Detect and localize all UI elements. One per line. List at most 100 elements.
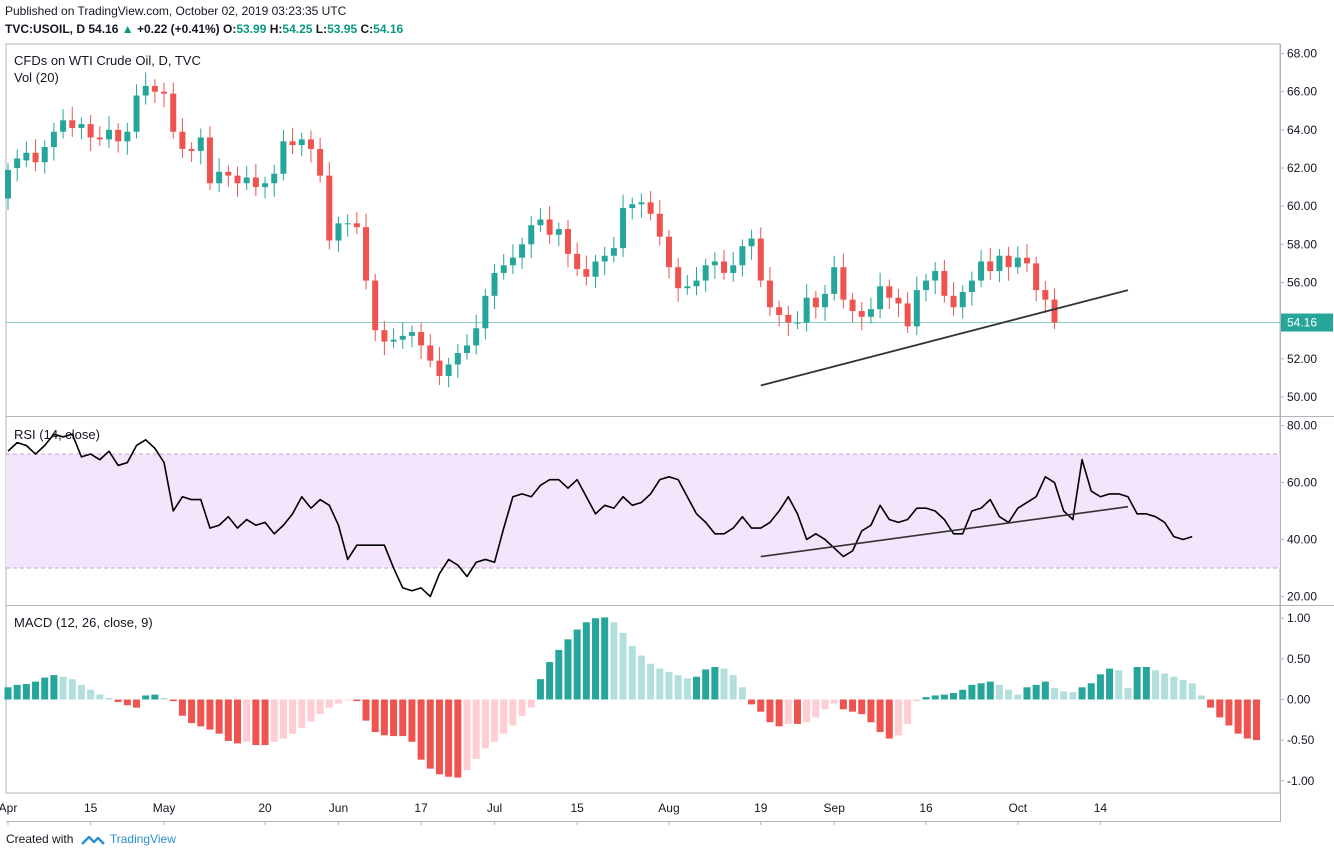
macd-bar xyxy=(904,699,912,724)
macd-bar xyxy=(334,699,342,704)
rsi-axis-label: 40.00 xyxy=(1287,532,1317,546)
macd-bar xyxy=(289,699,297,734)
time-axis-label: 17 xyxy=(414,801,428,815)
time-axis-label: Aug xyxy=(658,801,679,815)
candle-body xyxy=(941,271,948,296)
candle-body xyxy=(932,271,939,281)
macd-bar xyxy=(188,699,196,724)
macd-bar xyxy=(1188,683,1196,700)
macd-bar xyxy=(592,618,600,700)
candle-body xyxy=(96,137,103,140)
candle-body xyxy=(1051,299,1058,323)
candle-body xyxy=(968,280,975,292)
macd-bar xyxy=(683,678,691,700)
candle-body xyxy=(271,173,278,184)
candle-body xyxy=(482,295,489,329)
macd-bar xyxy=(1096,674,1104,700)
macd-bar xyxy=(564,639,572,700)
macd-bar xyxy=(178,699,186,716)
candle-body xyxy=(436,360,443,376)
candle-body xyxy=(812,297,819,308)
candle-body xyxy=(528,225,535,245)
time-axis-label: May xyxy=(153,801,176,815)
macd-bar xyxy=(68,679,76,700)
time-axis-label: 15 xyxy=(570,801,584,815)
candle-body xyxy=(748,238,755,247)
macd-bar xyxy=(1069,692,1077,700)
candle-body xyxy=(702,265,709,281)
macd-axis-label: -1.00 xyxy=(1287,774,1315,788)
candle-body xyxy=(5,169,11,199)
macd-bar xyxy=(243,699,251,742)
macd-bar xyxy=(316,699,324,715)
macd-bar xyxy=(307,699,315,722)
symbol-label[interactable]: TVC:USOIL, D xyxy=(5,22,85,36)
macd-bar xyxy=(913,699,921,702)
last-price-label: 54.16 xyxy=(1287,316,1317,330)
macd-bar xyxy=(491,699,499,742)
candle-body xyxy=(326,175,333,241)
macd-bar xyxy=(748,699,756,705)
candle-body xyxy=(170,93,177,132)
macd-bar xyxy=(527,699,535,708)
candle-body xyxy=(803,297,810,323)
macd-bar xyxy=(628,645,636,700)
candle-body xyxy=(601,255,608,262)
candle-body xyxy=(610,248,617,256)
macd-bar xyxy=(573,629,581,700)
time-axis-label: 20 xyxy=(258,801,272,815)
candle-body xyxy=(739,246,746,266)
time-axis-label: Sep xyxy=(824,801,846,815)
macd-bar xyxy=(1115,670,1123,700)
candle-body xyxy=(363,227,370,281)
candle-body xyxy=(1023,257,1030,264)
macd-bar xyxy=(133,699,141,708)
macd-bar xyxy=(500,699,508,734)
candle-body xyxy=(849,299,856,312)
macd-bar xyxy=(922,697,930,700)
macd-bar xyxy=(390,699,398,737)
candle-body xyxy=(298,139,305,146)
time-axis-label: Oct xyxy=(1008,801,1027,815)
candle-body xyxy=(60,120,67,132)
footer: Created with TradingView xyxy=(6,832,176,846)
macd-bar xyxy=(757,699,765,712)
macd-bar xyxy=(1014,694,1022,700)
close-value: 54.16 xyxy=(373,22,404,36)
macd-bar xyxy=(876,699,884,733)
candle-body xyxy=(592,261,599,277)
macd-bar xyxy=(509,699,517,726)
macd-bar xyxy=(812,699,820,718)
rsi-axis-label: 60.00 xyxy=(1287,476,1317,490)
candle-body xyxy=(390,339,397,342)
macd-bar xyxy=(252,699,260,746)
candle-body xyxy=(32,152,39,163)
candle-body xyxy=(766,280,773,308)
tradingview-brand-link[interactable]: TradingView xyxy=(109,832,176,846)
up-arrow-icon: ▲ xyxy=(121,22,134,36)
close-label: C: xyxy=(360,22,374,36)
candle-body xyxy=(519,244,526,258)
price-axis-label: 60.00 xyxy=(1287,199,1317,213)
macd-bar xyxy=(986,681,994,700)
candle-body xyxy=(399,335,406,340)
macd-bar xyxy=(344,699,352,701)
candle-body xyxy=(574,253,581,270)
macd-bar xyxy=(849,699,857,712)
time-axis-label: 16 xyxy=(919,801,933,815)
price-axis-label: 50.00 xyxy=(1287,390,1317,404)
macd-bar xyxy=(1142,666,1150,700)
candle-body xyxy=(124,131,131,142)
candle-body xyxy=(555,229,562,235)
macd-bar xyxy=(665,671,673,700)
last-price: 54.16 xyxy=(88,22,119,36)
candle-body xyxy=(831,267,838,294)
price-axis-label: 58.00 xyxy=(1287,237,1317,251)
time-axis-label: Jul xyxy=(487,801,502,815)
macd-bar xyxy=(582,622,590,700)
candle-body xyxy=(794,322,801,324)
candle-body xyxy=(583,269,590,277)
candle-body xyxy=(133,95,140,132)
macd-bar xyxy=(1197,695,1205,700)
candle-body xyxy=(408,332,415,336)
